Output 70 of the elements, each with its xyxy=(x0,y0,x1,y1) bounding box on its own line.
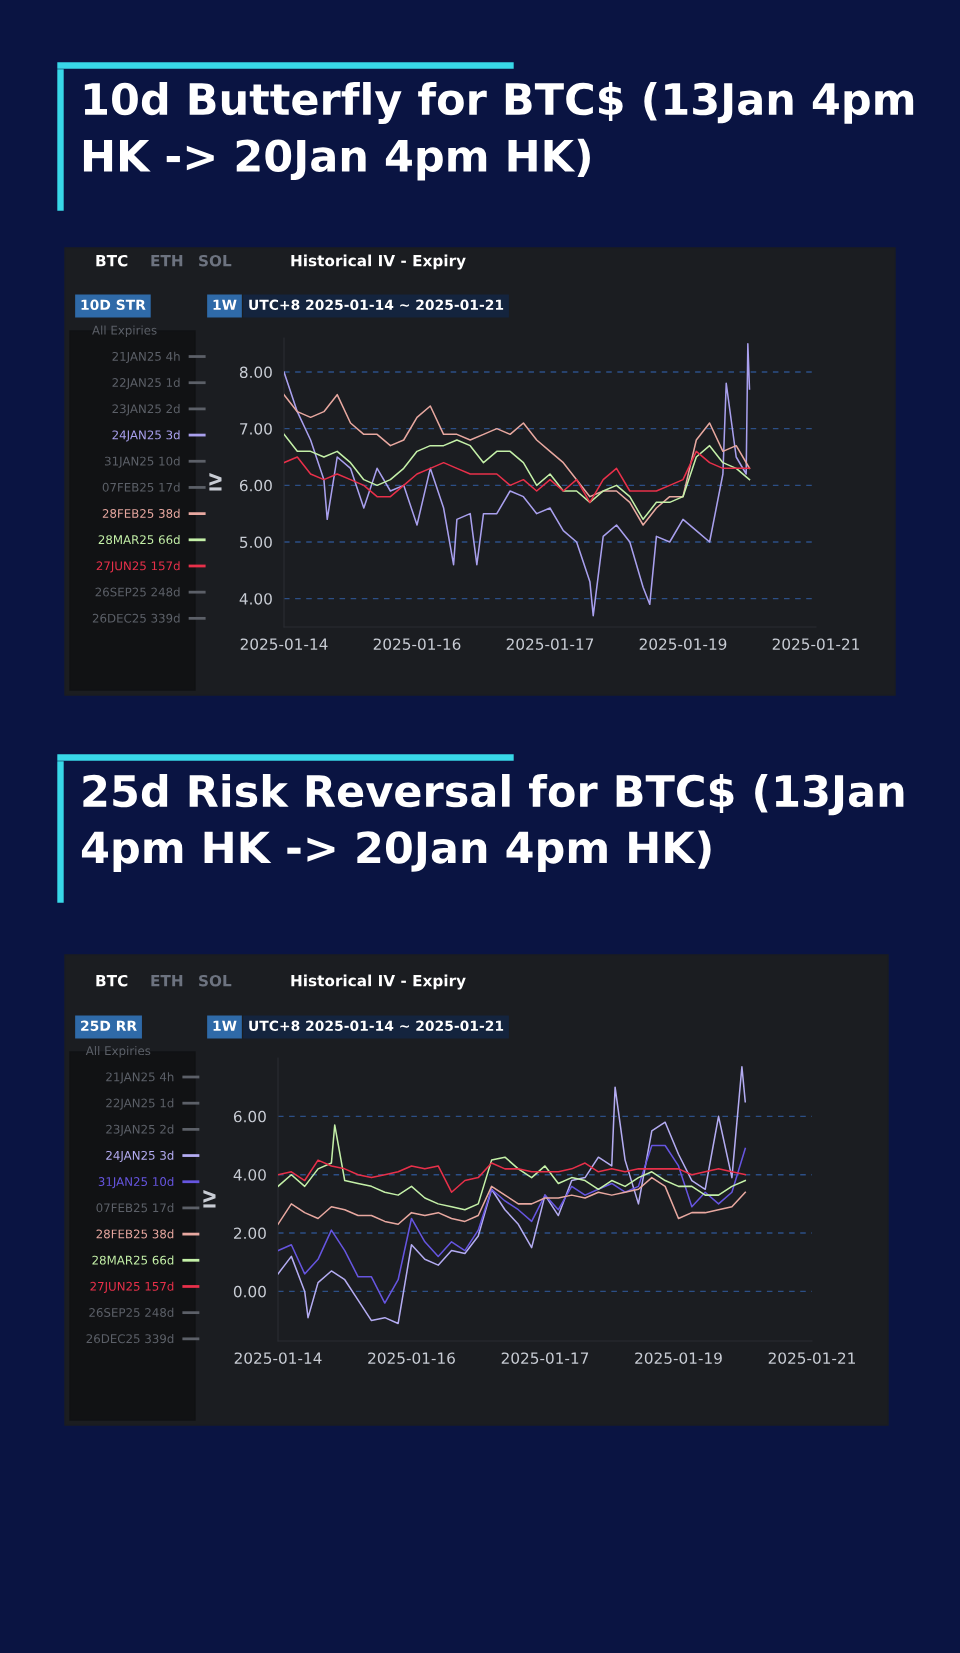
x-tick-label: 2025-01-19 xyxy=(635,1352,722,1364)
y-tick-label: 4.00 xyxy=(233,1169,266,1181)
legend-label: 21JAN25 4h xyxy=(112,351,180,364)
text: ETH xyxy=(151,975,183,987)
legend-label: 23JAN25 2d xyxy=(112,404,180,416)
legend-label: 28FEB25 38d xyxy=(96,1229,174,1239)
legend-label: 23JAN25 2d xyxy=(106,1124,174,1136)
y-tick-label: 8.00 xyxy=(239,366,272,379)
y-tick-label: 5.00 xyxy=(240,536,272,549)
text: 25D RR xyxy=(81,1020,137,1032)
legend-label: 27JUN25 157d xyxy=(96,561,180,573)
line-series xyxy=(278,1124,747,1211)
y-tick-label: 7.00 xyxy=(240,423,272,435)
text: 10D STR xyxy=(81,299,146,311)
x-tick-label: 2025-01-21 xyxy=(768,1352,855,1364)
chart-title: 25d Risk Reversal for BTC$ (13Jan 4pm HK -> 20Jan 4pm HK) xyxy=(81,774,904,873)
text: UTC+8 2025-01-14 ~ 2025-01-21 xyxy=(249,299,504,311)
legend-label: 24JAN25 3d xyxy=(112,430,180,442)
line-series xyxy=(278,1065,747,1325)
legend-label: 07FEB25 17d xyxy=(102,482,180,492)
legend-label: 22JAN25 1d xyxy=(112,377,180,390)
y-tick-label: 2.00 xyxy=(233,1227,266,1240)
y-axis-title: IV xyxy=(203,1190,216,1208)
legend-label: 26SEP25 248d xyxy=(89,1307,174,1317)
legend-label: 28MAR25 66d xyxy=(98,534,180,545)
legend-label: 28FEB25 38d xyxy=(102,508,180,518)
x-tick-label: 2025-01-16 xyxy=(368,1352,455,1364)
text: SOL xyxy=(199,974,232,987)
x-tick-label: 2025-01-17 xyxy=(506,638,594,650)
legend-label: 26DEC25 339d xyxy=(92,613,180,623)
line-series xyxy=(278,1144,747,1304)
line-series xyxy=(278,1159,747,1193)
text: UTC+8 2025-01-14 ~ 2025-01-21 xyxy=(249,1020,504,1032)
text: SOL xyxy=(199,254,232,267)
x-tick-label: 2025-01-21 xyxy=(772,638,859,650)
legend-label: 24JAN25 3d xyxy=(106,1150,174,1163)
legend-label: 22JAN25 1d xyxy=(106,1098,174,1110)
line-series xyxy=(278,1176,747,1226)
text: 1W xyxy=(213,1020,237,1031)
line-series xyxy=(284,450,751,504)
y-axis-title: IV xyxy=(209,473,222,491)
y-tick-label: 4.00 xyxy=(239,593,272,605)
text: BTC xyxy=(96,254,128,267)
line-series xyxy=(284,393,751,526)
legend-label: 26DEC25 339d xyxy=(86,1333,174,1344)
legend-title: All Expiries xyxy=(85,1045,151,1058)
line-series xyxy=(284,342,751,617)
text: BTC xyxy=(96,974,128,987)
line-series xyxy=(284,433,751,521)
x-tick-label: 2025-01-17 xyxy=(501,1352,589,1364)
x-tick-label: 2025-01-14 xyxy=(234,1352,322,1364)
legend-label: 31JAN25 10d xyxy=(98,1176,174,1189)
text: 1W xyxy=(213,299,237,310)
chart-title: 10d Butterfly for BTC$ (13Jan 4pm HK -> 20Jan 4pm HK) xyxy=(83,82,914,181)
x-tick-label: 2025-01-19 xyxy=(639,638,727,650)
legend-label: 27JUN25 157d xyxy=(90,1281,174,1293)
legend-label: 31JAN25 10d xyxy=(105,456,180,468)
y-tick-label: 6.00 xyxy=(239,479,272,492)
x-tick-label: 2025-01-16 xyxy=(373,638,461,650)
legend-title: All Expiries xyxy=(92,325,157,337)
text: Historical IV - Expiry xyxy=(291,974,466,990)
legend-label: 26SEP25 248d xyxy=(95,587,180,597)
legend-label: 28MAR25 66d xyxy=(92,1255,174,1265)
legend-label: 21JAN25 4h xyxy=(106,1072,174,1084)
y-tick-label: 0.00 xyxy=(233,1285,266,1298)
legend-label: 07FEB25 17d xyxy=(96,1203,174,1213)
text: ETH xyxy=(151,255,183,267)
y-tick-label: 6.00 xyxy=(233,1110,266,1123)
x-tick-label: 2025-01-14 xyxy=(240,638,328,650)
text: Historical IV - Expiry xyxy=(291,254,466,270)
